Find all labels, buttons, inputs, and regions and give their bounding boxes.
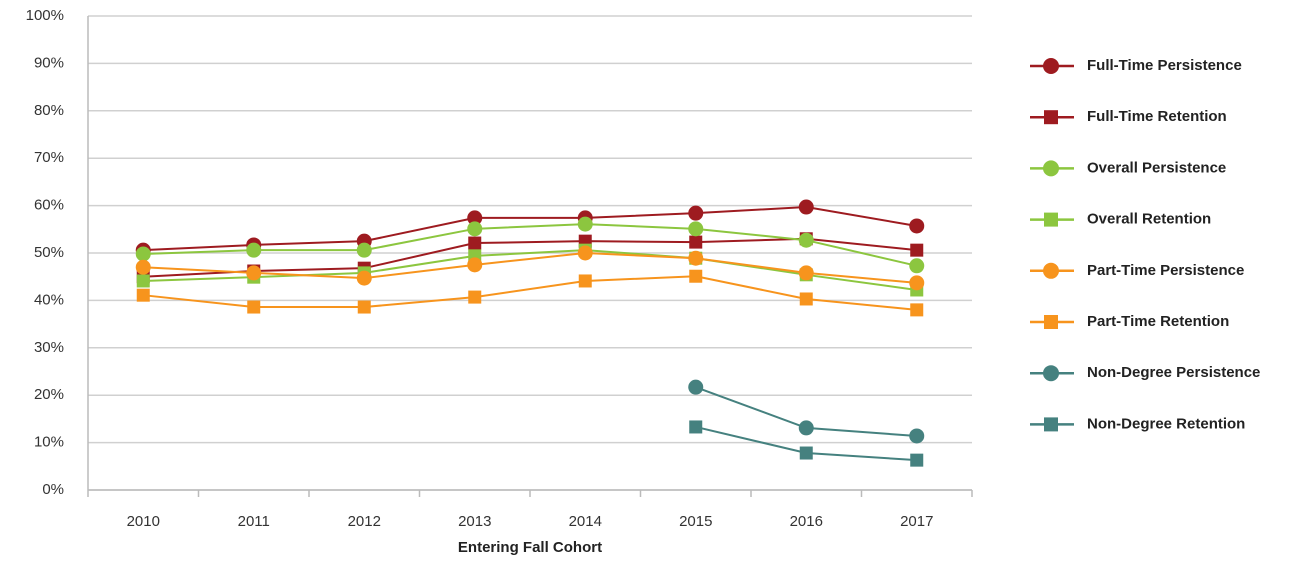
data-point (136, 274, 150, 288)
y-tick-label: 0% (42, 481, 64, 498)
legend-marker (1044, 417, 1058, 432)
series-line (143, 251, 917, 284)
legend-text: Overall Retention (1087, 211, 1211, 228)
data-point (688, 250, 704, 266)
data-point (578, 274, 592, 288)
data-point (357, 300, 371, 314)
data-point (910, 303, 924, 317)
series-line (143, 275, 917, 311)
data-point (577, 216, 593, 232)
data-point (909, 218, 925, 234)
data-point (688, 379, 704, 395)
series-line (143, 249, 917, 291)
legend-marker (1044, 110, 1058, 125)
data-point (135, 246, 151, 262)
data-point (798, 265, 814, 281)
y-tick-label: 10% (34, 434, 64, 451)
series-line (143, 223, 917, 267)
x-tick-label: 2013 (458, 513, 491, 530)
x-tick-label: 2017 (900, 513, 933, 530)
y-tick-label: 100% (26, 7, 64, 24)
series-line (143, 206, 917, 252)
y-tick-label: 30% (34, 339, 64, 356)
data-point (798, 420, 814, 436)
legend-marker (1043, 365, 1059, 382)
data-point (356, 270, 372, 286)
y-tick-label: 80% (34, 102, 64, 119)
y-tick-label: 60% (34, 197, 64, 214)
legend-text: Part-Time Persistence (1087, 262, 1244, 279)
data-point (135, 259, 151, 275)
legend-marker (1043, 262, 1059, 279)
data-point (799, 446, 813, 460)
legend-marker (1043, 58, 1059, 74)
data-point (798, 232, 814, 248)
y-tick-label: 40% (34, 291, 64, 308)
legend-marker (1043, 160, 1059, 177)
series-line (143, 237, 917, 278)
x-tick-label: 2012 (348, 513, 381, 530)
data-point (910, 453, 924, 467)
x-tick-label: 2010 (127, 513, 160, 530)
data-point (246, 242, 262, 258)
x-tick-label: 2014 (569, 513, 602, 530)
data-point (909, 428, 925, 444)
data-point (468, 236, 482, 250)
legend-text: Full-Time Persistence (1087, 57, 1242, 74)
data-point (689, 420, 703, 434)
data-point (247, 300, 261, 314)
y-tick-label: 90% (34, 54, 64, 71)
data-point (909, 275, 925, 291)
data-point (689, 269, 703, 283)
legend-text: Non-Degree Persistence (1087, 364, 1260, 381)
data-point (688, 221, 704, 237)
data-point (356, 242, 372, 258)
data-point (689, 235, 703, 249)
legend-text: Part-Time Retention (1087, 313, 1229, 330)
data-point (799, 292, 813, 306)
data-point (246, 265, 262, 281)
data-point (136, 288, 150, 302)
x-tick-label: 2015 (679, 513, 712, 530)
x-tick-label: 2011 (238, 513, 270, 530)
data-point (467, 221, 483, 237)
legend-text: Non-Degree Retention (1087, 415, 1245, 432)
data-point (467, 257, 483, 273)
data-point (688, 205, 704, 221)
legend-text: Overall Persistence (1087, 159, 1226, 176)
data-point (910, 243, 924, 257)
x-tick-label: 2016 (790, 513, 823, 530)
x-axis-title: Entering Fall Cohort (458, 539, 602, 556)
legend-text: Full-Time Retention (1087, 108, 1227, 125)
y-tick-label: 50% (34, 244, 64, 261)
data-point (909, 258, 925, 274)
data-point (467, 210, 483, 226)
data-point (798, 199, 814, 215)
data-point (468, 290, 482, 304)
legend-marker (1044, 315, 1058, 329)
y-tick-label: 20% (34, 386, 64, 403)
data-point (577, 245, 593, 261)
legend-marker (1044, 212, 1058, 227)
y-tick-label: 70% (34, 149, 64, 166)
